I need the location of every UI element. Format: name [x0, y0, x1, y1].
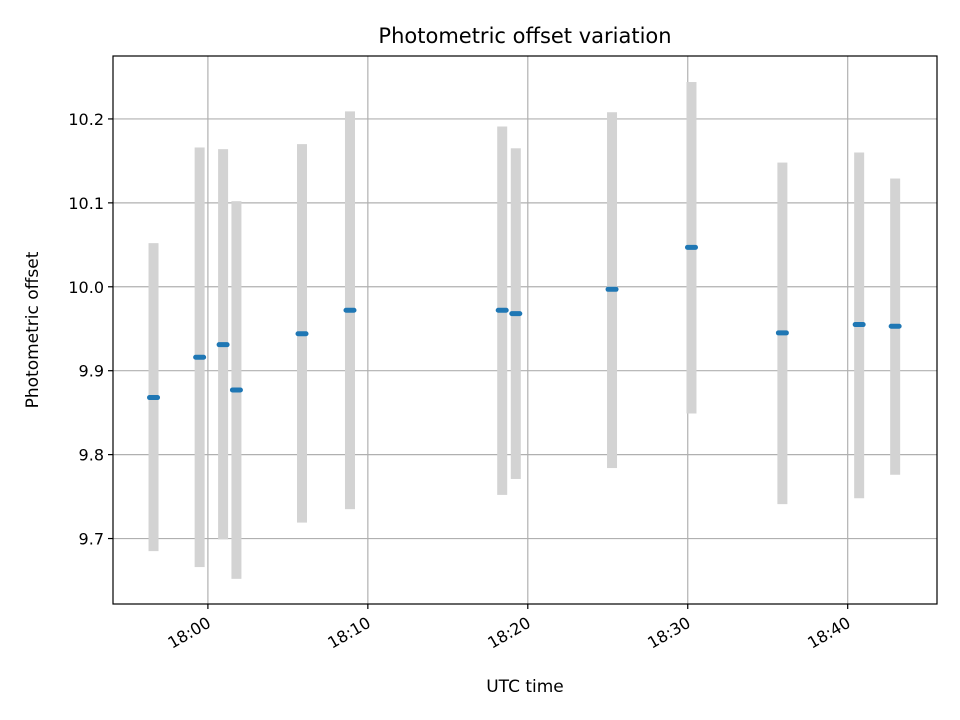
- y-tick-label: 10.0: [68, 278, 104, 297]
- y-tick-label: 10.2: [68, 110, 104, 129]
- data-point: [888, 323, 902, 329]
- data-point: [193, 354, 207, 360]
- y-tick-label: 10.1: [68, 194, 104, 213]
- x-axis-label: UTC time: [486, 677, 564, 697]
- chart-title: Photometric offset variation: [378, 24, 671, 48]
- data-point: [216, 342, 230, 348]
- data-point: [852, 322, 866, 328]
- data-point: [684, 244, 698, 250]
- grid: [113, 56, 937, 604]
- y-tick-label: 9.7: [79, 530, 104, 549]
- y-axis-ticks: 9.7 9.8 9.9 10.0 10.1 10.2: [68, 110, 113, 549]
- data-point: [343, 307, 357, 313]
- y-axis-label: Photometric offset: [23, 251, 43, 408]
- data-point: [495, 307, 509, 313]
- data-point: [509, 311, 523, 317]
- plot-frame: [112, 55, 938, 605]
- data-point: [605, 286, 619, 292]
- data-point: [147, 395, 161, 401]
- data-point: [295, 331, 309, 337]
- data-point: [229, 387, 243, 393]
- y-tick-label: 9.8: [79, 446, 104, 465]
- data-point: [775, 330, 789, 336]
- y-tick-label: 9.9: [79, 362, 104, 381]
- data-points: [147, 244, 902, 401]
